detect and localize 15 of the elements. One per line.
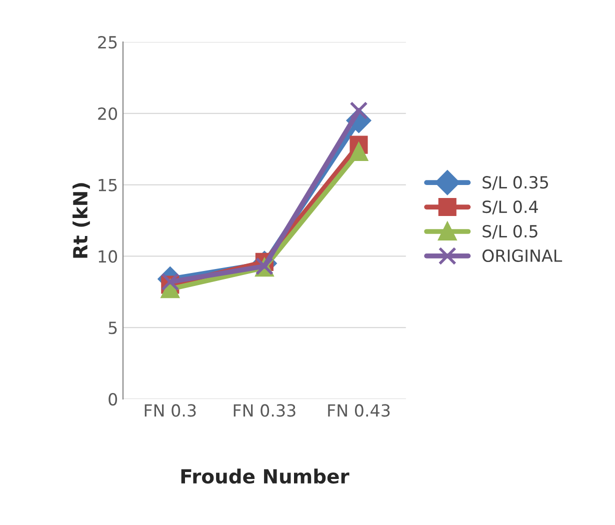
x-axis-title: Froude Number: [181, 468, 350, 484]
y-tick-label: 20: [98, 107, 118, 120]
y-tick-label: 10: [98, 250, 118, 263]
x-tick-label: FN 0.43: [328, 404, 390, 417]
y-tick-label: 0: [108, 392, 118, 406]
legend-label: S/L 0.4: [482, 200, 538, 214]
y-tick-label: 5: [108, 322, 117, 334]
y-tick-label: 25: [98, 36, 117, 49]
legend-label: S/L 0.35: [482, 176, 548, 190]
legend-label: ORIGINAL: [482, 249, 562, 262]
x-tick-label: FN 0.3: [144, 404, 196, 417]
y-tick-label: 15: [98, 178, 117, 192]
x-tick-label: FN 0.33: [234, 404, 296, 417]
legend-label: S/L 0.5: [482, 224, 538, 239]
y-axis-title: Rt (kN): [72, 183, 90, 258]
